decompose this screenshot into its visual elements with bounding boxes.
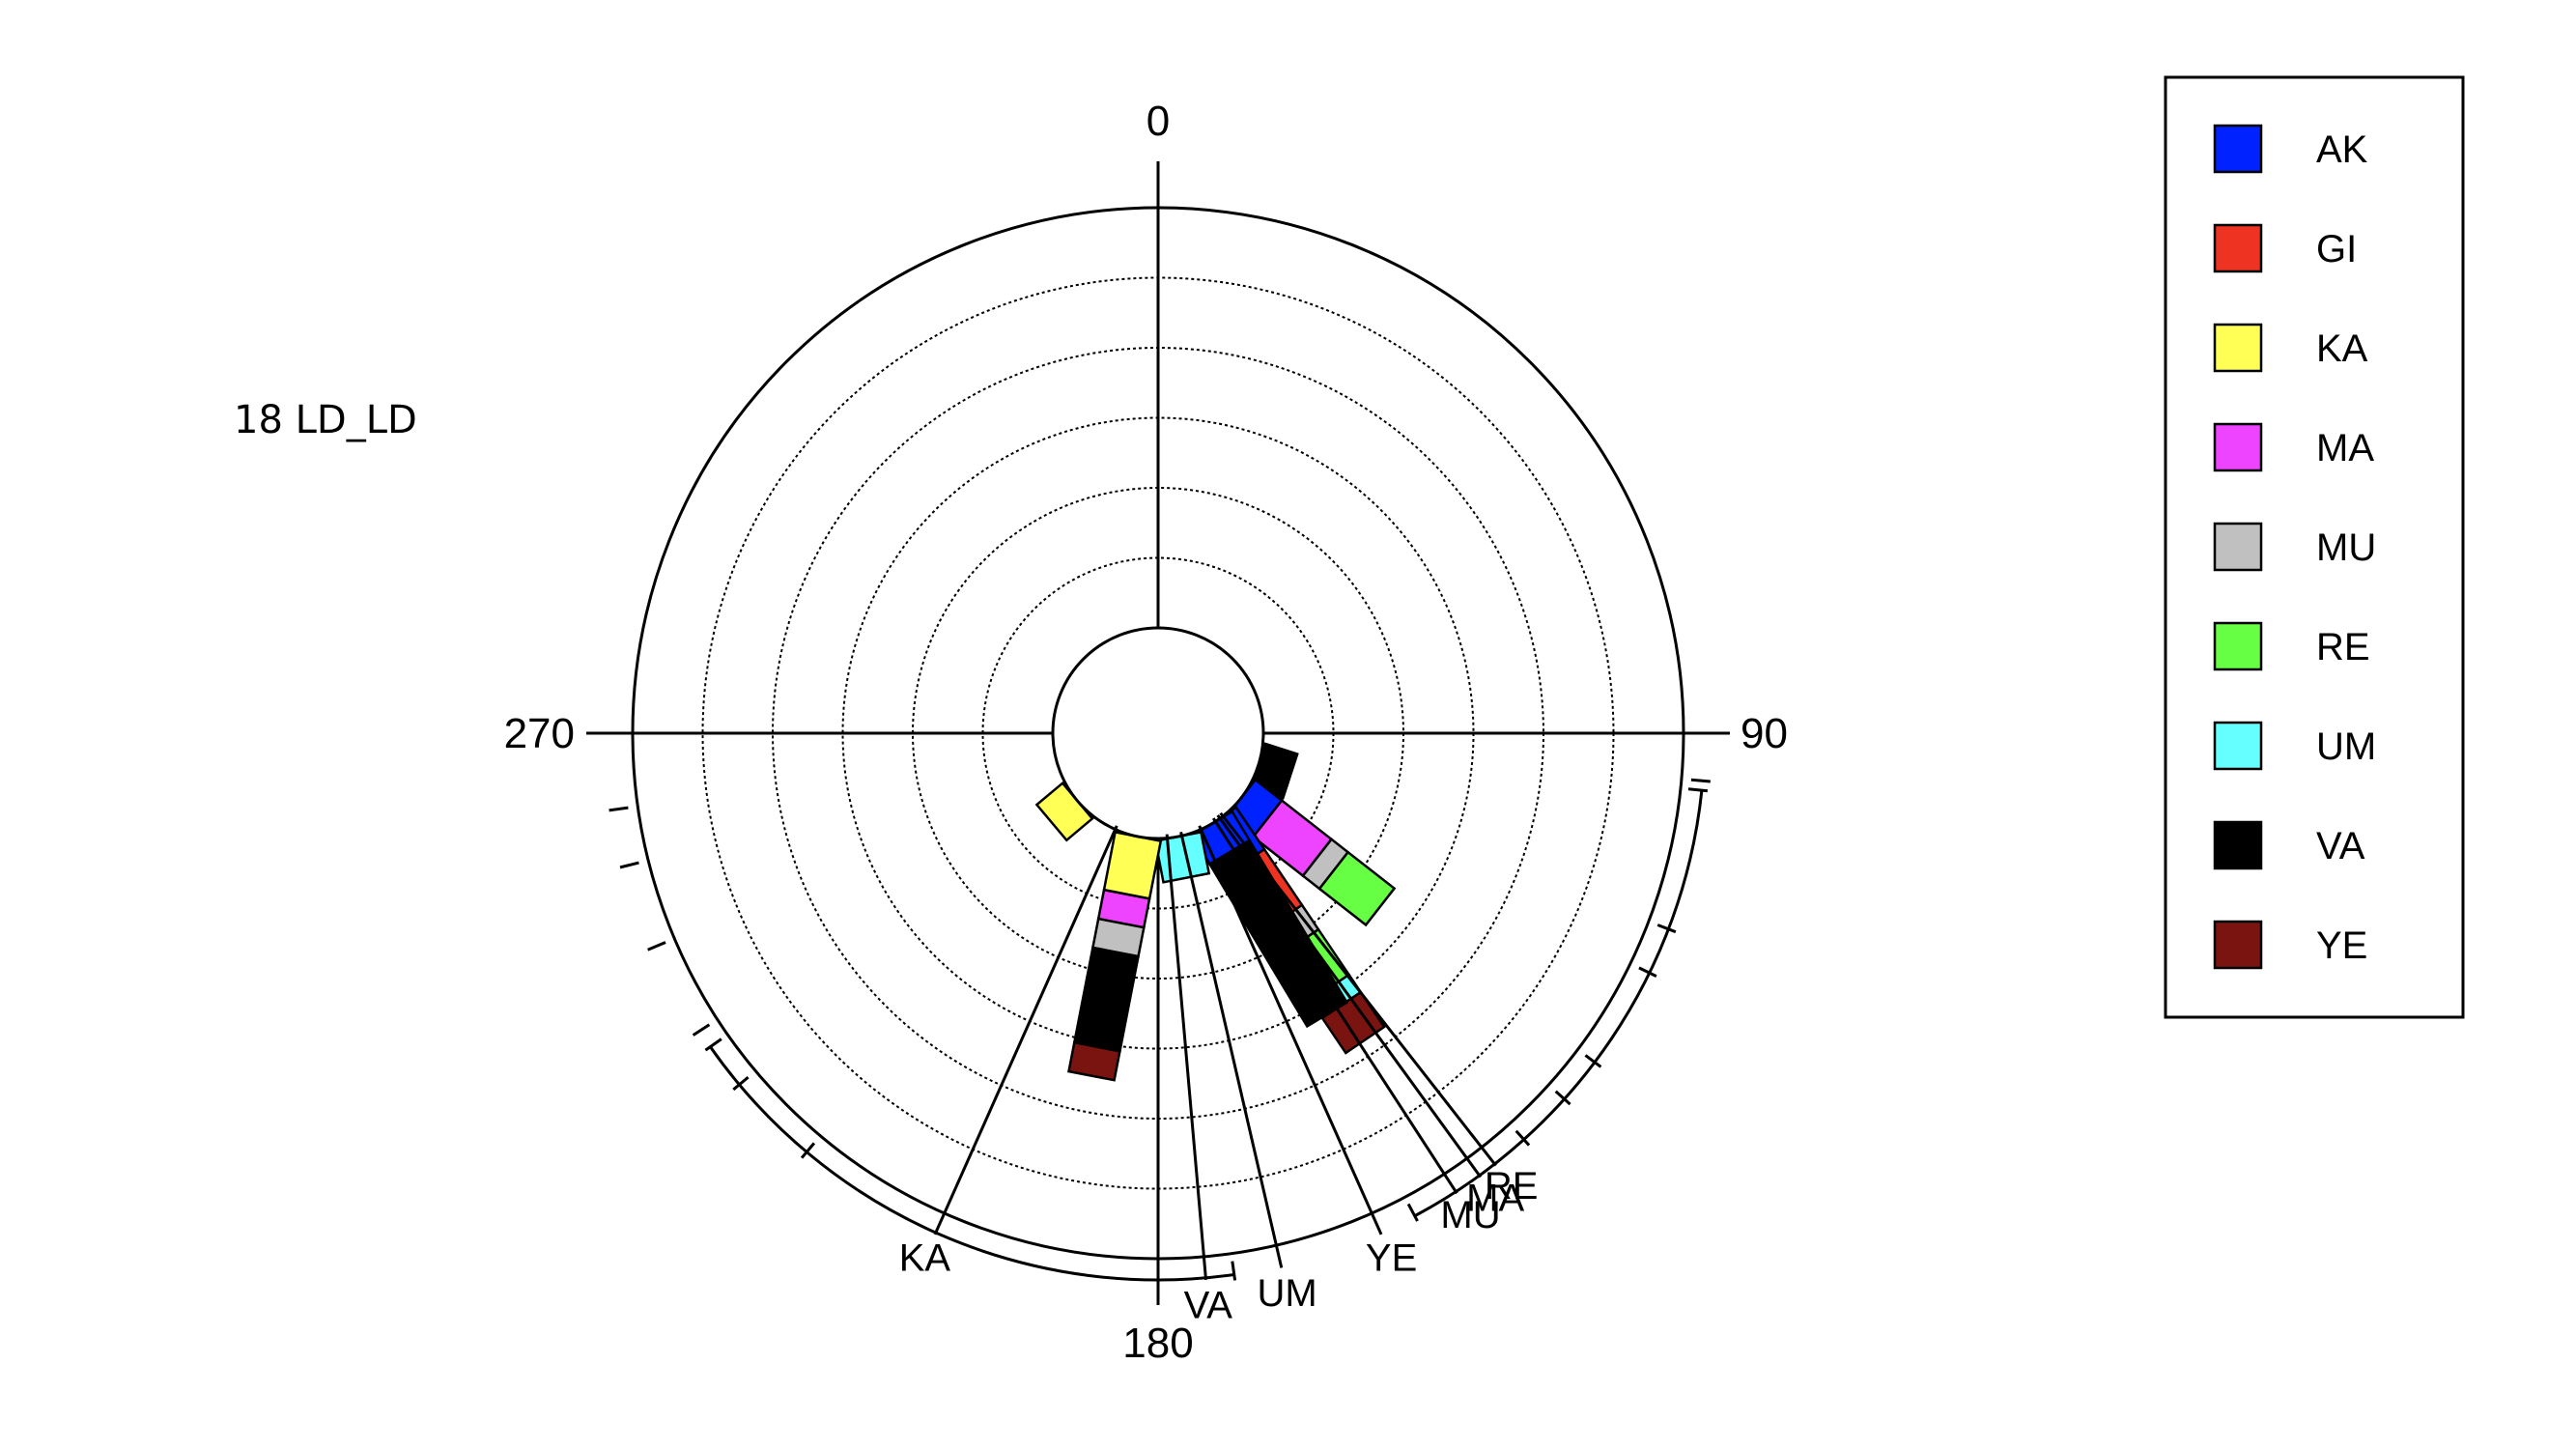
angle-label-0: 0 (1146, 98, 1170, 145)
ray-tick-ka-1 (732, 1075, 750, 1092)
bar-segment-5-va (1072, 946, 1140, 1053)
center-hub (1051, 626, 1265, 840)
ray-label-um: UM (1258, 1272, 1317, 1315)
ray-line-ma (1216, 814, 1483, 1179)
legend-swatch-ak (2213, 124, 2263, 174)
ray-tick-re-1 (1656, 923, 1677, 934)
legend-label-gi: GI (2316, 228, 2357, 270)
legend-swatch-ma (2213, 422, 2263, 472)
ray-label-ka: KA (899, 1237, 951, 1280)
ray-tick-re-2 (1638, 966, 1657, 978)
polar-grid (586, 161, 1730, 1305)
ray-label-mu: MU (1440, 1194, 1500, 1236)
summary-arc-1 (1414, 790, 1704, 1218)
arc-end-1-1 (1406, 1203, 1419, 1222)
ray-line-um (1179, 831, 1284, 1268)
ray-line-re (1219, 811, 1497, 1167)
legend: AK GI KA MA MU RE UM VA YE (2164, 75, 2465, 1019)
ray-line-va (1165, 834, 1207, 1280)
ray-label-ye: YE (1366, 1237, 1417, 1280)
bar-segment-5-ka (1102, 830, 1163, 900)
ray-tick-ka-0 (800, 1142, 816, 1159)
legend-swatch-re (2213, 621, 2263, 671)
ray-tick-ka-4 (619, 861, 639, 869)
summary-arc-0 (709, 1045, 1234, 1282)
bar-segment-5-ye (1067, 1040, 1121, 1082)
legend-swatch-um (2213, 721, 2263, 771)
ray-label-re: RE (1485, 1165, 1539, 1208)
ray-tick-re-0 (1690, 778, 1711, 783)
arc-end-0-0 (1231, 1261, 1237, 1281)
legend-label-ka: KA (2316, 327, 2368, 370)
ray-line-ka (933, 825, 1118, 1236)
chart-side-label: 18 LD_LD (234, 398, 417, 442)
legend-label-ma: MA (2316, 427, 2374, 469)
ray-tick-re-5 (1514, 1129, 1531, 1147)
legend-label-ye: YE (2316, 924, 2367, 967)
legend-label-va: VA (2316, 825, 2365, 867)
ray-tick-ka-5 (609, 806, 629, 812)
legend-swatch-ka (2213, 323, 2263, 373)
angle-tick-labels: 0 90 180 270 (504, 98, 1788, 1367)
legend-label-um: UM (2316, 725, 2376, 768)
ray-line-ye (1198, 825, 1383, 1236)
ray-tick-re-4 (1554, 1090, 1571, 1106)
legend-swatch-mu (2213, 522, 2263, 572)
ray-tick-ka-2 (692, 1023, 711, 1037)
ray-tick-re-3 (1584, 1054, 1602, 1068)
angle-label-180: 180 (1122, 1320, 1193, 1367)
legend-label-re: RE (2316, 626, 2370, 668)
ray-label-ma: MA (1466, 1178, 1524, 1220)
legend-frame (2164, 75, 2465, 1019)
angle-label-90: 90 (1741, 710, 1788, 757)
legend-label-mu: MU (2316, 526, 2376, 569)
legend-swatch-va (2213, 820, 2263, 870)
arc-end-1-0 (1687, 787, 1709, 793)
legend-label-ak: AK (2316, 128, 2368, 171)
ray-label-va: VA (1184, 1285, 1233, 1327)
arc-end-0-1 (704, 1037, 722, 1052)
legend-swatch-gi (2213, 223, 2263, 273)
angle-label-270: 270 (504, 710, 575, 757)
ray-tick-ka-3 (647, 941, 666, 952)
bar-segment-1-re (1317, 850, 1397, 927)
legend-swatch-ye (2213, 920, 2263, 970)
ray-line-mu (1211, 817, 1458, 1195)
